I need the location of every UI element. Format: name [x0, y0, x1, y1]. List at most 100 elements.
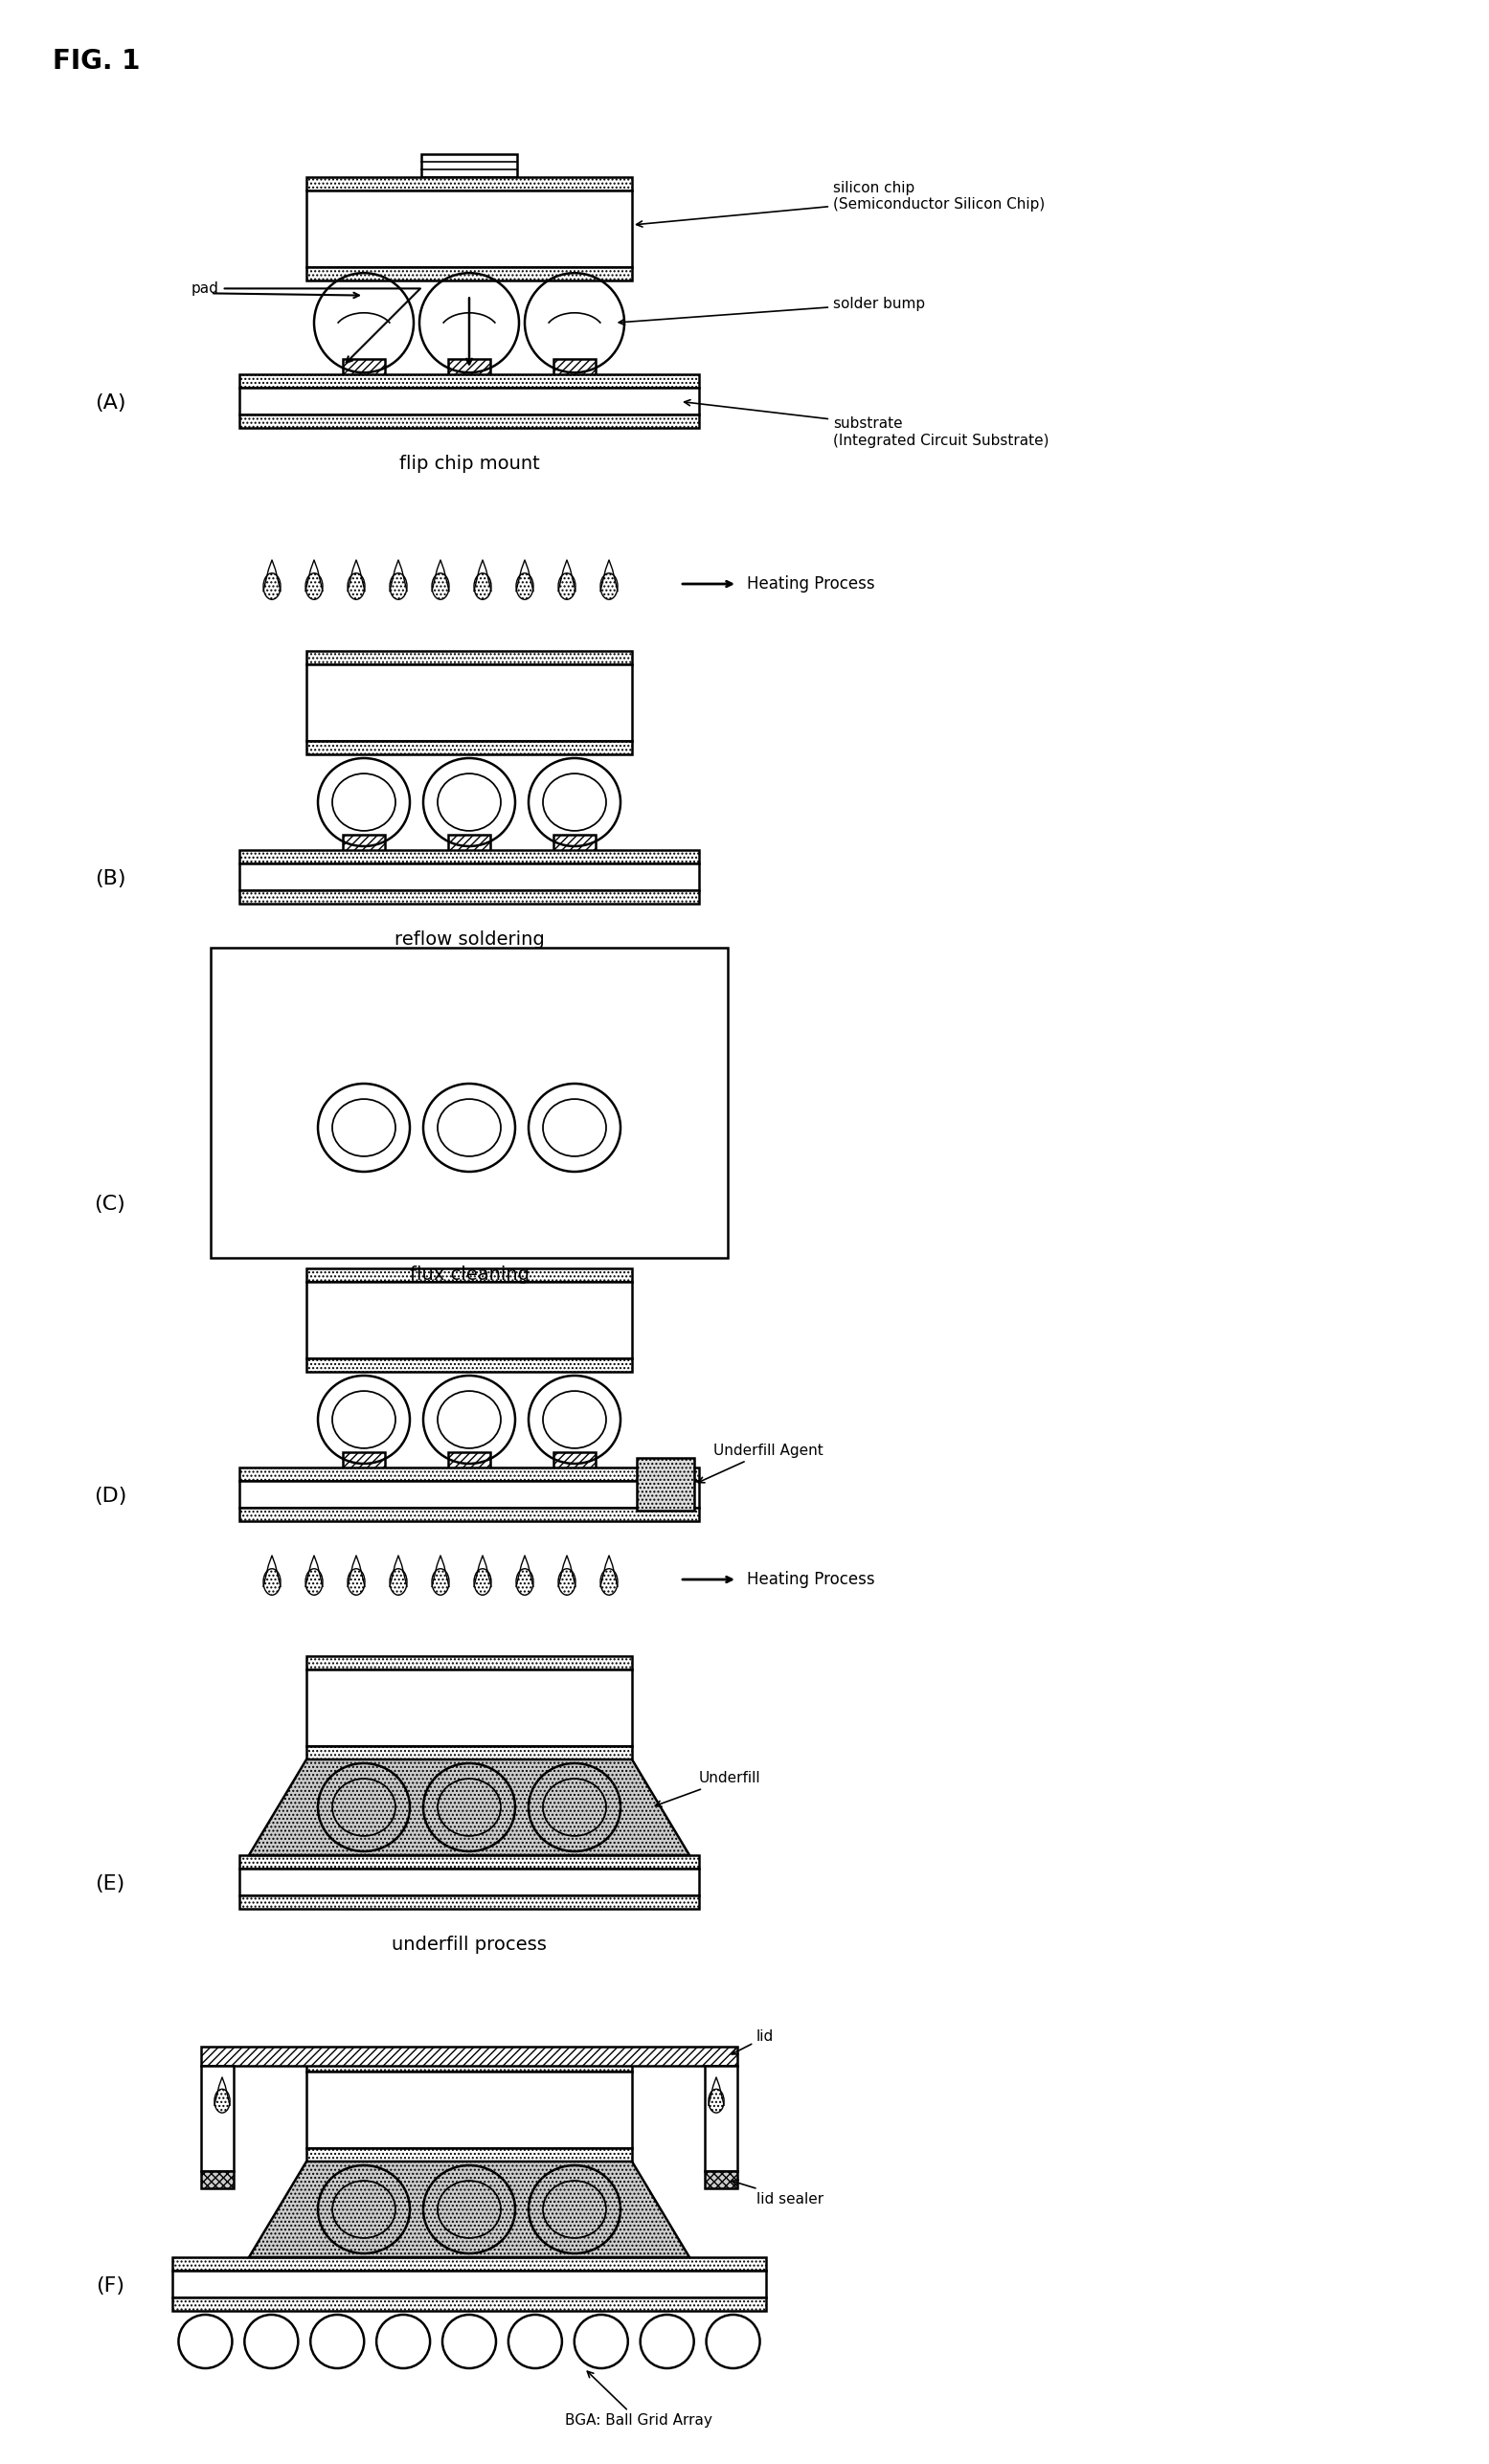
- Ellipse shape: [600, 574, 618, 599]
- Bar: [240, 1508, 698, 1520]
- Bar: [240, 850, 698, 862]
- Ellipse shape: [558, 1570, 575, 1594]
- Bar: [342, 2242, 386, 2259]
- Bar: [240, 1469, 698, 1481]
- Bar: [307, 2149, 631, 2161]
- Ellipse shape: [305, 574, 323, 599]
- Bar: [240, 1215, 698, 1230]
- Bar: [240, 1481, 698, 1508]
- Bar: [307, 1656, 631, 1671]
- Text: (F): (F): [95, 2277, 125, 2296]
- Bar: [307, 266, 631, 281]
- Text: (B): (B): [95, 870, 125, 890]
- Bar: [307, 650, 631, 665]
- Bar: [448, 835, 490, 853]
- Text: (C): (C): [94, 1195, 125, 1215]
- Bar: [240, 1175, 698, 1190]
- Bar: [307, 976, 631, 991]
- Ellipse shape: [709, 2089, 724, 2112]
- Bar: [240, 414, 698, 429]
- Text: silicon chip
(Semiconductor Silicon Chip): silicon chip (Semiconductor Silicon Chip…: [636, 180, 1045, 227]
- Bar: [448, 2242, 490, 2259]
- Bar: [240, 375, 698, 387]
- Bar: [342, 1451, 386, 1469]
- Text: flip chip mount: flip chip mount: [399, 456, 539, 473]
- Ellipse shape: [474, 574, 491, 599]
- Text: Underfill Agent: Underfill Agent: [698, 1444, 823, 1483]
- Text: solder bump: solder bump: [619, 296, 925, 325]
- Bar: [307, 177, 631, 190]
- Bar: [307, 991, 631, 1067]
- Text: substrate
(Integrated Circuit Substrate): substrate (Integrated Circuit Substrate): [685, 399, 1050, 448]
- Bar: [448, 1841, 490, 1858]
- Ellipse shape: [390, 1570, 406, 1594]
- Ellipse shape: [264, 574, 280, 599]
- Text: Underfill: Underfill: [655, 1772, 761, 1806]
- Bar: [307, 665, 631, 742]
- Text: reflow soldering: reflow soldering: [395, 931, 545, 949]
- Bar: [173, 2257, 765, 2272]
- Bar: [240, 1868, 698, 1895]
- Bar: [307, 2072, 631, 2149]
- Text: underfill process: underfill process: [392, 1937, 546, 1954]
- Bar: [554, 835, 596, 853]
- Text: BGA: Ball Grid Array: BGA: Ball Grid Array: [564, 2370, 712, 2427]
- Bar: [554, 2242, 596, 2259]
- Ellipse shape: [214, 2089, 229, 2112]
- Bar: [342, 1161, 386, 1178]
- Ellipse shape: [517, 1570, 533, 1594]
- Ellipse shape: [390, 574, 406, 599]
- Bar: [240, 387, 698, 414]
- Text: Heating Process: Heating Process: [747, 574, 876, 591]
- Text: (D): (D): [94, 1486, 127, 1506]
- Text: FIG. 1: FIG. 1: [52, 47, 140, 74]
- Bar: [342, 1841, 386, 1858]
- Ellipse shape: [558, 574, 575, 599]
- Bar: [448, 1161, 490, 1178]
- Ellipse shape: [347, 574, 365, 599]
- Bar: [554, 360, 596, 377]
- Bar: [210, 949, 728, 1257]
- Bar: [448, 1451, 490, 1469]
- Bar: [307, 2057, 631, 2072]
- Bar: [307, 742, 631, 754]
- Ellipse shape: [474, 1570, 491, 1594]
- Polygon shape: [249, 1759, 689, 1855]
- Bar: [704, 2065, 737, 2171]
- Bar: [554, 1841, 596, 1858]
- Bar: [307, 1358, 631, 1372]
- Ellipse shape: [517, 574, 533, 599]
- Bar: [307, 1067, 631, 1079]
- Bar: [307, 1269, 631, 1281]
- Bar: [307, 190, 631, 266]
- Bar: [240, 862, 698, 890]
- Text: lid: lid: [731, 2030, 774, 2055]
- Bar: [201, 2048, 737, 2065]
- Bar: [342, 360, 386, 377]
- Bar: [240, 1895, 698, 1910]
- Bar: [173, 2272, 765, 2296]
- Bar: [307, 1671, 631, 1747]
- Bar: [704, 2171, 737, 2188]
- Ellipse shape: [347, 1570, 365, 1594]
- Bar: [240, 1190, 698, 1215]
- Bar: [307, 1747, 631, 1759]
- Bar: [342, 835, 386, 853]
- Ellipse shape: [432, 1570, 450, 1594]
- Bar: [421, 155, 517, 177]
- Bar: [201, 2065, 234, 2171]
- Bar: [240, 890, 698, 904]
- Text: (A): (A): [95, 394, 125, 414]
- Polygon shape: [249, 2161, 689, 2257]
- Bar: [554, 1451, 596, 1469]
- Ellipse shape: [432, 574, 450, 599]
- Ellipse shape: [305, 1570, 323, 1594]
- Text: pad: pad: [192, 281, 420, 362]
- Bar: [201, 2171, 234, 2188]
- Bar: [637, 1459, 694, 1510]
- Text: flux cleaning: flux cleaning: [409, 1266, 529, 1284]
- Text: (E): (E): [95, 1875, 125, 1892]
- Ellipse shape: [264, 1570, 280, 1594]
- Bar: [240, 1855, 698, 1868]
- Text: Heating Process: Heating Process: [747, 1572, 876, 1589]
